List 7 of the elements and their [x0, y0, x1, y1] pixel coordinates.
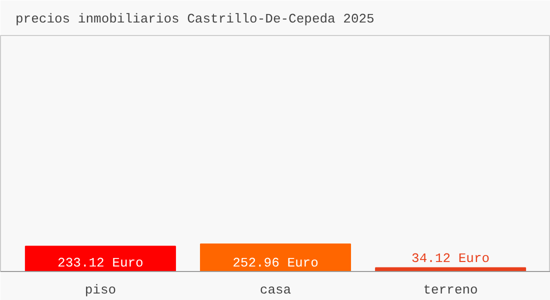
data-label: 252.96 Euro [232, 256, 318, 270]
x-tick-label: piso [84, 282, 116, 298]
x-tick-label: casa [260, 282, 292, 298]
data-label: 233.12 Euro [58, 256, 144, 270]
data-label: 34.12 Euro [412, 250, 490, 266]
chart-title: precios inmobiliarios Castrillo-De-Cepeda 2025 [16, 12, 374, 26]
x-tick-label: terreno [423, 282, 478, 298]
